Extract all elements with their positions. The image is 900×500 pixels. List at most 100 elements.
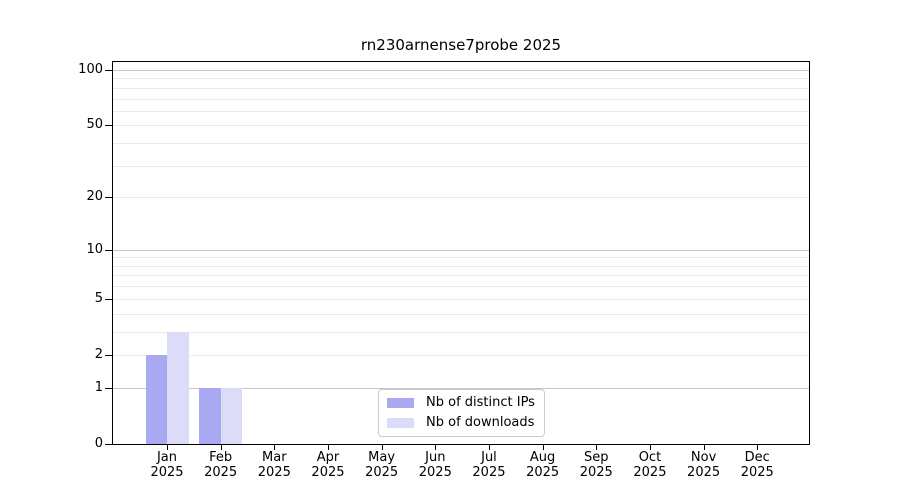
y-tick-label: 100	[78, 62, 103, 77]
y-tick-mark	[105, 125, 112, 127]
legend-label-distinct-ips: Nb of distinct IPs	[426, 394, 535, 410]
x-tick-label-oct: Oct 2025	[618, 450, 682, 480]
legend: Nb of distinct IPs Nb of downloads	[378, 389, 545, 437]
x-tick-mark	[435, 445, 437, 450]
x-tick-month: Aug	[529, 450, 556, 465]
x-tick-year: 2025	[311, 465, 345, 480]
legend-item-distinct-ips: Nb of distinct IPs	[387, 395, 544, 411]
gridline-major	[113, 125, 809, 127]
x-tick-mark	[327, 445, 329, 450]
x-tick-mark	[167, 445, 168, 450]
x-tick-mark	[757, 445, 759, 450]
gridline-minor	[113, 275, 809, 277]
x-tick-label-jan: Jan 2025	[135, 450, 199, 480]
y-tick-label: 5	[94, 290, 103, 306]
legend-swatch-downloads	[387, 418, 414, 429]
y-tick-label: 0	[94, 436, 103, 451]
gridline-minor	[113, 87, 809, 89]
x-tick-mark	[703, 445, 705, 450]
spine-top	[113, 61, 809, 62]
x-tick-label-dec: Dec 2025	[725, 450, 789, 480]
y-tick-mark	[105, 444, 112, 445]
x-tick-month: Feb	[209, 450, 233, 465]
y-tick-mark	[105, 354, 112, 356]
y-tick-mark	[105, 70, 112, 71]
x-tick-month: Nov	[690, 450, 717, 465]
x-tick-label-aug: Aug 2025	[511, 450, 575, 480]
gridline-major	[113, 298, 809, 300]
x-tick-year: 2025	[204, 465, 238, 480]
x-tick-label-feb: Feb 2025	[189, 450, 253, 480]
y-tick-mark	[105, 197, 112, 199]
x-tick-month: Jul	[481, 450, 497, 465]
gridline-major	[113, 387, 809, 389]
x-tick-year: 2025	[257, 465, 291, 480]
gridline-major	[113, 197, 809, 199]
x-tick-mark	[596, 445, 598, 450]
gridline-minor	[113, 98, 809, 100]
x-tick-label-jul: Jul 2025	[457, 450, 521, 480]
legend-swatch-distinct-ips	[387, 397, 414, 408]
x-tick-year: 2025	[150, 465, 184, 480]
x-tick-label-sep: Sep 2025	[564, 450, 628, 480]
bar-downloads	[220, 387, 243, 444]
y-tick-mark	[105, 249, 112, 251]
y-tick-label: 20	[86, 189, 103, 205]
x-tick-year: 2025	[418, 465, 452, 480]
x-tick-month: Apr	[316, 450, 340, 465]
gridline-minor	[113, 143, 809, 145]
x-tick-mark	[381, 445, 383, 450]
x-tick-mark	[488, 445, 490, 450]
bar-downloads	[167, 331, 189, 444]
x-tick-month: Dec	[744, 450, 770, 465]
x-tick-label-apr: Apr 2025	[296, 450, 360, 480]
spine-left-y-axis	[112, 61, 113, 445]
y-tick-label: 10	[86, 241, 103, 257]
gridline-minor	[113, 78, 809, 80]
x-tick-year: 2025	[687, 465, 721, 480]
legend-label-downloads: Nb of downloads	[426, 415, 535, 431]
x-tick-year: 2025	[472, 465, 506, 480]
y-tick-label: 2	[94, 346, 103, 362]
x-tick-mark	[649, 445, 651, 450]
spine-bottom-x-axis	[113, 444, 809, 445]
x-tick-year: 2025	[740, 465, 774, 480]
y-tick-label: 50	[86, 117, 103, 133]
x-tick-month: Jun	[425, 450, 446, 465]
y-tick-mark	[105, 298, 112, 300]
gridline-minor	[113, 286, 809, 288]
y-tick-label: 1	[94, 379, 103, 395]
spine-right	[809, 61, 810, 445]
gridline-major	[113, 70, 809, 71]
x-tick-month: May	[368, 450, 396, 465]
x-tick-month: Sep	[584, 450, 609, 465]
plot-area	[112, 61, 810, 445]
y-tick-mark	[105, 387, 112, 389]
legend-item-downloads: Nb of downloads	[387, 415, 544, 431]
bar-distinct-ips	[199, 387, 221, 444]
x-tick-mark	[220, 445, 222, 450]
x-tick-mark	[274, 445, 276, 450]
x-tick-label-nov: Nov 2025	[672, 450, 736, 480]
gridline-minor	[113, 165, 809, 167]
x-tick-month: Mar	[262, 450, 287, 465]
gridline-major	[113, 249, 809, 251]
x-tick-label-may: May 2025	[350, 450, 414, 480]
x-tick-month: Oct	[638, 450, 662, 465]
x-tick-year: 2025	[633, 465, 667, 480]
gridline-minor	[113, 257, 809, 259]
x-tick-year: 2025	[526, 465, 560, 480]
chart-title: rn230arnense7probe 2025	[360, 36, 562, 54]
x-tick-label-jun: Jun 2025	[403, 450, 467, 480]
gridline-minor	[113, 110, 809, 112]
gridline-minor	[113, 265, 809, 267]
x-tick-year: 2025	[579, 465, 613, 480]
gridline-minor	[113, 313, 809, 315]
x-tick-mark	[542, 445, 544, 450]
bar-distinct-ips	[145, 354, 167, 444]
x-tick-year: 2025	[365, 465, 399, 480]
gridline-major	[113, 354, 809, 356]
gridline-minor	[113, 331, 809, 333]
x-tick-label-mar: Mar 2025	[242, 450, 306, 480]
